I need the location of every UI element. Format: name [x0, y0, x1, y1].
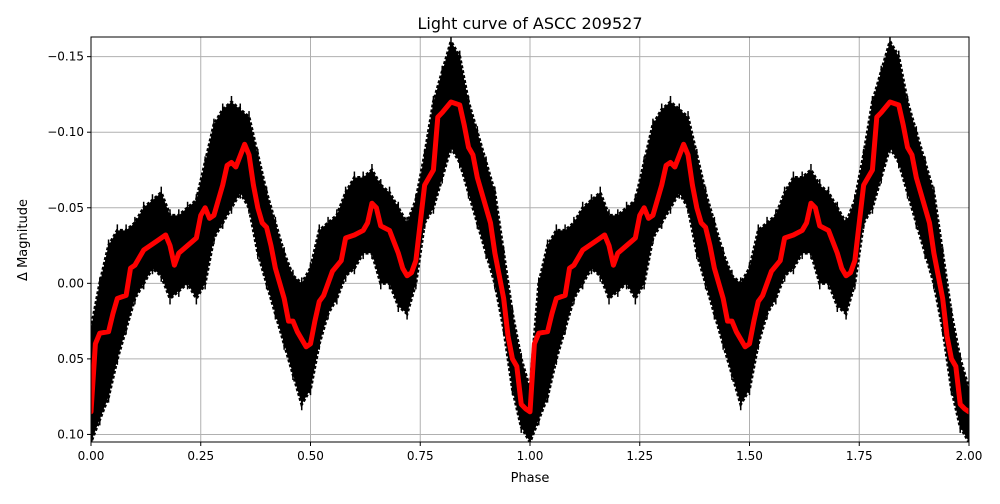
y-tick-label: −0.10 [47, 125, 84, 139]
y-tick-label: −0.15 [47, 50, 84, 64]
x-axis-label: Phase [511, 471, 550, 486]
y-axis-ticks: −0.15 −0.10 −0.05 0.00 0.05 0.10 [47, 50, 91, 441]
y-axis-label: Δ Magnitude [16, 199, 31, 281]
x-tick-label: 2.00 [956, 449, 983, 463]
y-tick-label: −0.05 [47, 201, 84, 215]
x-tick-label: 0.25 [187, 449, 214, 463]
y-tick-label: 0.05 [57, 352, 84, 366]
plot-area [91, 37, 969, 442]
x-axis-ticks: 0.00 0.25 0.50 0.75 1.00 1.25 1.50 1.75 2.00 [78, 442, 983, 463]
plot-marks [91, 37, 969, 442]
y-tick-label: 0.00 [57, 276, 84, 290]
chart-title: Light curve of ASCC 209527 [417, 14, 642, 33]
x-tick-label: 1.25 [626, 449, 653, 463]
x-tick-label: 1.75 [846, 449, 873, 463]
smoothed-curve [91, 99, 969, 415]
x-tick-label: 1.00 [517, 449, 544, 463]
x-tick-label: 0.75 [407, 449, 434, 463]
x-tick-label: 0.50 [297, 449, 324, 463]
y-tick-label: 0.10 [57, 427, 84, 441]
x-tick-label: 1.50 [736, 449, 763, 463]
x-tick-label: 0.00 [78, 449, 105, 463]
